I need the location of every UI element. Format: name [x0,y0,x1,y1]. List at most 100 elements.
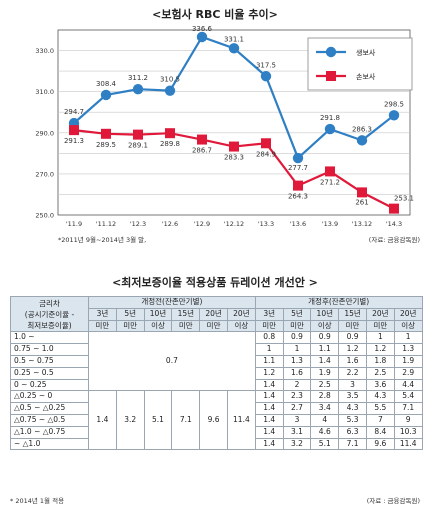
row-header-line: 최저보증이율) [27,320,72,330]
data-label: 311.2 [128,74,148,82]
after-value: 1.2 [254,366,284,380]
column-header: 15년 [338,307,367,321]
table-row: 0.25 ~ 0.5 1.2 1.6 1.9 2.2 2.5 2.9 [10,366,423,380]
data-point-1 [292,152,304,164]
row-header: 금리차 (공시기준이율 - 최저보증이율) [10,295,89,333]
after-value: 9.6 [365,437,395,451]
y-tick-label: 330.0 [35,47,54,55]
data-label: 291.8 [320,114,340,122]
table-source: (자료 : 금융감독원) [367,496,420,505]
data-label: 289.5 [96,141,116,149]
column-header: 20년 [393,307,423,321]
data-point-2 [165,128,175,139]
data-point-1 [132,84,144,95]
column-header: 10년 [143,307,173,321]
table-row: 0.5 ~ 0.75 1.1 1.3 1.4 1.6 1.8 1.9 [10,354,423,368]
after-value: 10.3 [393,425,423,439]
x-tick-label: '12.3 [130,220,146,228]
y-tick-label: 310.0 [35,88,54,96]
after-value: 4 [310,413,340,427]
after-value: 8.4 [365,425,395,439]
data-label: 283.3 [224,154,244,162]
legend-marker [326,71,336,81]
after-value: 1.3 [282,354,312,368]
after-value: 1.4 [254,425,284,439]
after-value: 1.2 [365,343,395,356]
data-point-2 [69,125,79,136]
after-value: 2.7 [282,402,312,415]
header-before: 개정전(잔존만기별) [88,296,256,309]
column-header: 이상 [143,319,173,333]
before-value-merged: 11.4 [226,390,256,451]
after-value: 4.6 [310,425,340,439]
after-value: 1 [282,343,312,356]
column-header: 15년 [171,307,201,321]
data-point-2 [293,180,303,191]
after-value: 1.4 [254,413,284,427]
row-label: △0.25 ~ 0 [10,390,89,404]
after-value: 4.4 [393,378,423,392]
after-value: 1 [365,331,395,345]
x-tick-label: '13.6 [290,220,306,228]
column-header: 이상 [226,319,256,333]
column-header: 미만 [365,319,395,333]
column-header: 미만 [254,319,284,333]
after-value: 1.9 [310,366,340,380]
x-tick-label: '13.9 [322,220,338,228]
row-label: 1.0 ~ [10,331,89,345]
after-value: 7.1 [393,402,423,415]
data-point-1 [324,123,336,135]
before-value-merged: 3.2 [115,390,145,451]
data-label: 336.6 [192,25,213,33]
data-label: 291.3 [64,137,84,145]
y-axis-ticks: 250.0 270.0 290.0 310.0 330.0 [35,47,54,219]
column-header: 5년 [115,307,145,321]
x-axis-ticks: '11.9 '11.12 '12.3 '12.6 '12.9 '12.12 '13.3 '13… [66,220,402,228]
chart-title: <보험사 RBC 비율 추이> [152,7,278,21]
chart-note: *2011년 9월~2014년 3월 말, [58,235,146,244]
row-label: 0.25 ~ 0.5 [10,366,89,380]
data-point-1 [228,43,240,54]
row-label: △0.5 ~ △0.25 [10,402,89,415]
data-label: 284.9 [256,150,276,158]
x-tick-label: '13.12 [352,220,372,228]
after-value: 2.5 [365,366,395,380]
column-header: 20년 [199,307,228,321]
after-value: 1.6 [282,366,312,380]
table-row: △0.25 ~ 0 1.4 3.2 5.1 7.1 9.6 11.4 1.4 2.3 2.8 3.5… [10,390,423,451]
data-point-1 [356,135,368,146]
x-tick-label: '11.12 [96,220,116,228]
data-point-2 [357,187,367,198]
after-value: 5.3 [338,413,367,427]
data-point-2 [197,134,207,145]
table-row: 0.75 ~ 1.0 1 1 1.1 1.2 1.2 1.3 [10,343,423,356]
after-value: 1 [393,331,423,345]
data-point-1 [388,110,400,121]
data-point-2 [101,128,111,139]
y-tick-label: 250.0 [35,212,54,220]
row-label: 0.5 ~ 0.75 [10,354,89,368]
data-point-2 [261,138,271,149]
column-header: 3년 [254,307,284,321]
after-value: 3 [338,378,367,392]
row-header-line: 금리차 [39,298,60,308]
after-value: 3.5 [338,390,367,404]
chart-source: (자료: 금융감독원) [369,235,420,244]
data-label: 310.5 [160,76,180,84]
after-value: 11.4 [393,437,423,451]
table-row: 0 ~ 0.25 1.4 2 2.5 3 3.6 4.4 [10,378,423,392]
after-value: 5.5 [365,402,395,415]
row-header-line: (공시기준이율 - [24,309,75,319]
data-label: 277.7 [288,164,308,172]
data-labels: 294.7 308.4 311.2 310.5 336.6 331.1 317.5 277.7… [64,25,414,206]
column-header: 5년 [282,307,312,321]
column-header: 미만 [282,319,312,333]
after-value: 2.9 [393,366,423,380]
x-tick-label: '12.12 [224,220,244,228]
table-row: △0.75 ~ △0.5 1.4 3 4 5.3 7 9 [10,413,423,427]
after-value: 2 [282,378,312,392]
after-value: 0.8 [254,331,284,345]
row-label: △1.0 ~ △0.75 [10,425,89,439]
legend-marker [325,46,337,58]
